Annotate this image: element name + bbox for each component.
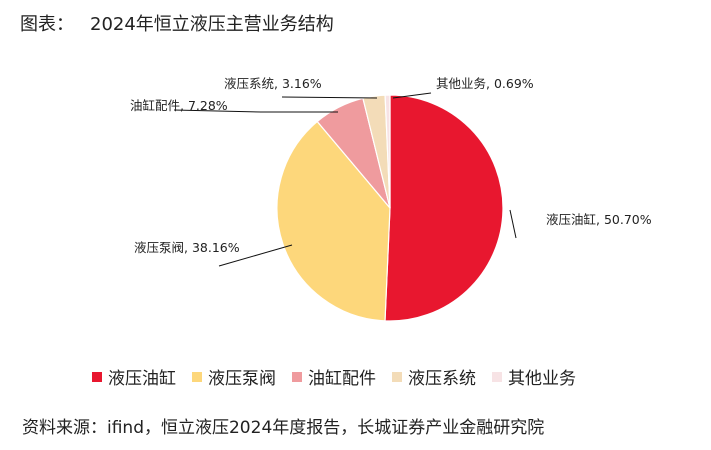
leader-line-0 (509, 209, 517, 239)
legend-item-0: 液压油缸 (92, 364, 176, 389)
legend-swatch-0 (92, 371, 102, 382)
data-label-1: 液压泵阀, 38.16% (134, 240, 240, 255)
legend-item-1: 液压泵阀 (192, 364, 276, 389)
legend-label-2: 油缸配件 (308, 369, 376, 389)
data-label-0: 液压油缸, 50.70% (546, 212, 652, 227)
legend-label-4: 其他业务 (508, 369, 576, 389)
legend-item-2: 油缸配件 (292, 364, 376, 389)
pie-slice-4 (384, 94, 391, 209)
legend-swatch-4 (492, 371, 502, 382)
pie-slice-1 (276, 120, 391, 322)
legend: 液压油缸 液压泵阀 油缸配件 液压系统 其他业务 (92, 364, 592, 389)
pie-slices (276, 94, 504, 322)
legend-label-0: 液压油缸 (108, 369, 176, 389)
leader-line-3 (281, 96, 378, 99)
data-label-2: 油缸配件, 7.28% (130, 98, 228, 113)
leader-lines (173, 92, 517, 267)
legend-label-1: 液压泵阀 (208, 369, 276, 389)
data-label-4: 其他业务, 0.69% (436, 76, 534, 91)
pie-chart: 液压油缸, 50.70% 液压泵阀, 38.16% 油缸配件, 7.28% 液压系统,… (130, 76, 652, 322)
source-note: 资料来源：ifind，恒立液压2024年度报告，长城证券产业金融研究院 (22, 418, 545, 438)
legend-item-3: 液压系统 (392, 364, 476, 389)
legend-swatch-1 (192, 371, 202, 382)
leader-line-2 (173, 109, 338, 113)
chart-title-prefix: 图表： (20, 14, 74, 35)
data-label-3: 液压系统, 3.16% (224, 76, 322, 91)
leader-line-1 (218, 244, 293, 267)
chart-title-text: 2024年恒立液压主营业务结构 (90, 14, 334, 35)
legend-item-4: 其他业务 (492, 364, 576, 389)
slice-labels: 液压油缸, 50.70% 液压泵阀, 38.16% 油缸配件, 7.28% 液压系统,… (130, 76, 652, 255)
legend-label-3: 液压系统 (408, 369, 476, 389)
legend-swatch-2 (292, 371, 302, 382)
legend-swatch-3 (392, 371, 402, 382)
leader-line-4 (392, 92, 432, 99)
chart-title: 图表： 2024年恒立液压主营业务结构 (20, 10, 334, 36)
pie-slice-0 (384, 94, 504, 322)
